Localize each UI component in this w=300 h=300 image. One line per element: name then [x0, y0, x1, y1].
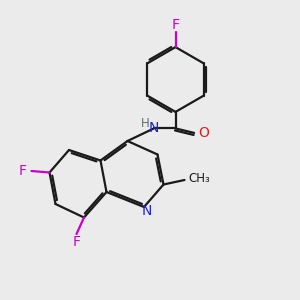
Text: O: O [198, 126, 209, 140]
Text: F: F [19, 164, 27, 178]
Text: CH₃: CH₃ [188, 172, 210, 185]
Text: H: H [141, 116, 150, 130]
Text: F: F [73, 236, 80, 249]
Text: F: F [172, 18, 179, 32]
Text: N: N [142, 204, 152, 218]
Text: N: N [149, 122, 159, 135]
